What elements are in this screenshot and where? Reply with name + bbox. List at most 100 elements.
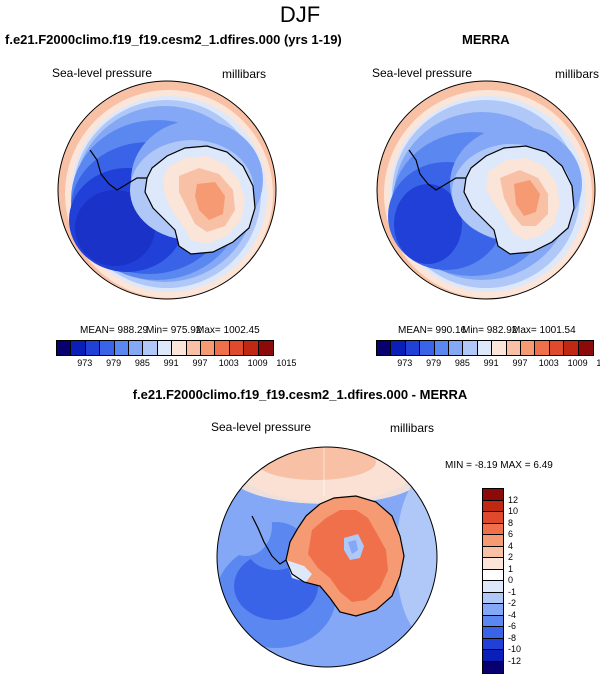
colorbar-tick-label: 973	[397, 358, 413, 368]
colorbar-swatch	[258, 341, 273, 355]
colorbar-tick-label: 985	[454, 358, 470, 368]
right-mean: MEAN= 990.16	[398, 325, 467, 336]
right-max: Max= 1001.54	[512, 325, 576, 336]
colorbar-swatch	[578, 341, 593, 355]
colorbar-swatch	[186, 341, 201, 355]
figure-title: DJF	[279, 2, 321, 27]
right-panel-title: MERRA	[462, 32, 510, 47]
diff-colorbar: 12 10 8 6 4 2 1 0 -1 -2 -4 -6 -8 -10 -12	[482, 488, 521, 674]
colorbar-tick-label: 6	[508, 529, 514, 539]
colorbar-swatch	[449, 341, 464, 355]
colorbar-swatch	[201, 341, 216, 355]
colorbar-tick-label: -4	[508, 609, 517, 620]
colorbar-swatch	[215, 341, 230, 355]
colorbar-tick-label: 12	[508, 494, 519, 505]
colorbar-tick-label: 991	[483, 358, 499, 368]
colorbar-swatch	[483, 512, 503, 524]
colorbar-swatch	[483, 638, 503, 650]
right-colorbar: 973 979 985 991 997 1003 1009 1015	[376, 340, 600, 368]
colorbar-swatch	[483, 535, 503, 547]
colorbar-swatch	[100, 341, 115, 355]
colorbar-swatch	[492, 341, 507, 355]
colorbar-tick-label: -10	[508, 644, 522, 654]
colorbar-swatches	[56, 340, 274, 356]
colorbar-swatch	[420, 341, 435, 355]
colorbar-tick-label: 10	[508, 506, 519, 516]
colorbar-tick-label: -8	[508, 632, 517, 643]
colorbar-swatch	[483, 627, 503, 639]
colorbar-swatch	[229, 341, 245, 355]
left-polar-map	[57, 80, 277, 300]
diff-minmax: MIN = -8.19 MAX = 6.49	[445, 460, 553, 471]
left-min: Min= 975.92	[146, 325, 202, 336]
colorbar-swatch	[521, 341, 536, 355]
left-variable-label: Sea-level pressure	[52, 66, 153, 80]
colorbar-tick-label: 979	[426, 358, 442, 368]
colorbar-swatch	[434, 341, 449, 355]
colorbar-tick-label: 991	[163, 358, 179, 368]
colorbar-swatch	[85, 341, 101, 355]
colorbar-swatch	[157, 341, 173, 355]
colorbar-swatch	[535, 341, 550, 355]
colorbar-swatch	[391, 341, 406, 355]
colorbar-swatches	[482, 488, 504, 674]
colorbar-swatch	[564, 341, 579, 355]
colorbar-swatch	[129, 341, 144, 355]
colorbar-swatch	[143, 341, 158, 355]
colorbar-swatch	[483, 581, 503, 593]
colorbar-tick-label: 0	[508, 575, 514, 585]
colorbar-tick-label: 1015	[596, 358, 600, 368]
colorbar-swatch	[483, 569, 503, 581]
colorbar-swatch	[483, 592, 503, 604]
colorbar-swatch	[483, 546, 503, 558]
right-variable-label: Sea-level pressure	[372, 66, 473, 80]
colorbar-tick-label: 1003	[218, 358, 239, 368]
colorbar-swatches	[376, 340, 594, 356]
colorbar-swatch	[506, 341, 521, 355]
left-panel-title: f.e21.F2000climo.f19_f19.cesm2_1.dfires.…	[5, 32, 342, 47]
colorbar-swatch	[483, 489, 503, 501]
colorbar-tick-label: -12	[508, 655, 522, 666]
colorbar-swatch	[114, 341, 129, 355]
colorbar-swatch	[405, 341, 421, 355]
colorbar-swatch	[172, 341, 187, 355]
colorbar-swatch	[483, 650, 503, 662]
diff-variable-label: Sea-level pressure	[211, 420, 312, 434]
colorbar-swatch	[483, 604, 503, 616]
colorbar-swatch	[483, 661, 503, 673]
colorbar-tick-label: 8	[508, 517, 514, 528]
colorbar-swatch	[483, 558, 503, 570]
colorbar-swatch	[483, 500, 503, 512]
colorbar-tick-label: 985	[134, 358, 150, 368]
colorbar-tick-label: -1	[508, 586, 517, 597]
right-min: Min= 982.92	[462, 325, 518, 336]
left-colorbar: 973 979 985 991 997 1003 1009 1015	[56, 340, 296, 368]
colorbar-tick-label: 997	[192, 358, 208, 368]
left-units-label: millibars	[222, 67, 267, 81]
right-polar-map	[376, 80, 596, 300]
colorbar-tick-label: -6	[508, 621, 517, 631]
diff-panel-title: f.e21.F2000climo.f19_f19.cesm2_1.dfires.…	[132, 387, 468, 402]
right-units-label: millibars	[555, 67, 600, 81]
left-max: Max= 1002.45	[196, 325, 260, 336]
colorbar-swatch	[377, 341, 392, 355]
colorbar-tick-label: 2	[508, 552, 514, 562]
colorbar-swatch	[463, 341, 478, 355]
colorbar-tick-label: 979	[106, 358, 122, 368]
colorbar-swatch	[244, 341, 259, 355]
colorbar-tick-label: 1	[508, 563, 514, 574]
colorbar-tick-label: -2	[508, 598, 517, 608]
colorbar-swatch	[483, 523, 503, 535]
colorbar-swatch	[71, 341, 86, 355]
colorbar-tick-label: 1009	[247, 358, 268, 368]
colorbar-tick-label: 4	[508, 540, 514, 551]
colorbar-swatch	[477, 341, 493, 355]
colorbar-tick-label: 1015	[276, 358, 297, 368]
colorbar-tick-label: 997	[512, 358, 528, 368]
left-mean: MEAN= 988.29	[80, 325, 149, 336]
diff-units-label: millibars	[390, 421, 435, 435]
colorbar-tick-label: 1003	[538, 358, 559, 368]
colorbar-tick-label: 973	[77, 358, 93, 368]
colorbar-swatch	[57, 341, 72, 355]
colorbar-swatch	[483, 615, 503, 627]
